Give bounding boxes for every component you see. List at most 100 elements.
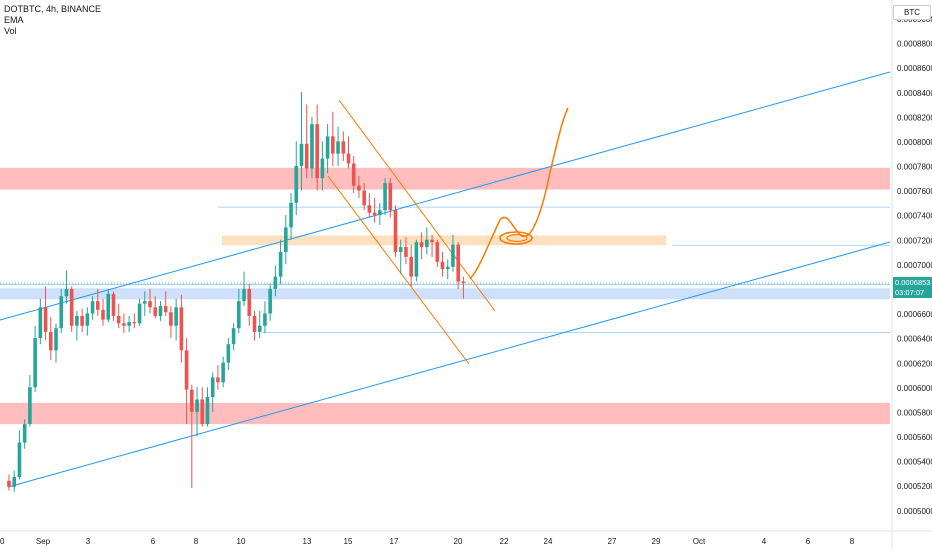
candle-body[interactable] <box>257 325 262 332</box>
candle-body[interactable] <box>242 288 246 302</box>
candle-body[interactable] <box>127 322 131 326</box>
candle-body[interactable] <box>43 307 48 332</box>
candle-body[interactable] <box>273 276 278 289</box>
candle-body[interactable] <box>445 266 450 270</box>
candle-body[interactable] <box>184 350 189 390</box>
candle-body[interactable] <box>310 124 314 169</box>
candle-body[interactable] <box>116 315 121 324</box>
candle-body[interactable] <box>210 377 215 398</box>
candle-body[interactable] <box>294 165 299 203</box>
candle-body[interactable] <box>461 281 466 283</box>
candle-body[interactable] <box>247 288 252 316</box>
candle-body[interactable] <box>59 296 64 329</box>
candle-body[interactable] <box>216 377 220 383</box>
projection-path[interactable] <box>469 107 569 280</box>
candle-body[interactable] <box>289 202 293 228</box>
candle-body[interactable] <box>122 323 126 326</box>
candle-body[interactable] <box>263 313 267 326</box>
falling-channel-upper[interactable] <box>338 99 496 312</box>
indicator-vol[interactable]: Vol <box>4 26 17 36</box>
candle-body[interactable] <box>414 242 419 277</box>
symbol-title[interactable]: DOTBTC, 4h, BINANCE <box>4 4 102 14</box>
candle-body[interactable] <box>148 301 152 308</box>
indicator-ema[interactable]: EMA <box>4 15 24 25</box>
candle-body[interactable] <box>158 306 163 316</box>
candle-body[interactable] <box>268 288 272 314</box>
candle-body[interactable] <box>101 309 105 320</box>
candle-body[interactable] <box>346 153 351 164</box>
candle-body[interactable] <box>252 315 257 332</box>
target-circle[interactable] <box>499 231 533 245</box>
candle-body[interactable] <box>409 256 413 277</box>
candle-body[interactable] <box>33 338 37 388</box>
candle-body[interactable] <box>111 293 116 316</box>
candle-body[interactable] <box>237 301 241 329</box>
candle-body[interactable] <box>142 301 147 304</box>
candle-body[interactable] <box>69 288 74 326</box>
candle-body[interactable] <box>435 242 440 262</box>
candle-body[interactable] <box>48 331 53 351</box>
candle-body[interactable] <box>179 307 184 351</box>
candle-body[interactable] <box>357 185 361 191</box>
candle-body[interactable] <box>163 306 168 313</box>
channel-lower-line[interactable] <box>7 241 891 488</box>
candle-body[interactable] <box>451 244 455 267</box>
candle-body[interactable] <box>205 397 210 425</box>
candle-body[interactable] <box>12 476 17 487</box>
candle-body[interactable] <box>425 239 429 248</box>
candle-body[interactable] <box>419 242 424 248</box>
resistance-zone[interactable] <box>0 167 890 190</box>
candle-body[interactable] <box>456 244 460 282</box>
candle-body[interactable] <box>169 312 173 326</box>
candle-body[interactable] <box>95 301 100 310</box>
candle-body[interactable] <box>393 210 398 252</box>
candle-body[interactable] <box>7 480 11 487</box>
candle-body[interactable] <box>80 315 84 326</box>
candle-body[interactable] <box>331 136 335 154</box>
channel-upper-line[interactable] <box>0 71 891 321</box>
candle-body[interactable] <box>28 387 32 425</box>
candle-body[interactable] <box>362 190 366 206</box>
candle-body[interactable] <box>440 261 445 270</box>
candle-body[interactable] <box>132 322 137 324</box>
candle-body[interactable] <box>90 301 95 314</box>
candle-body[interactable] <box>367 205 372 213</box>
support-zone[interactable] <box>0 402 890 425</box>
falling-channel-lower[interactable] <box>327 175 470 365</box>
candle-body[interactable] <box>341 141 346 154</box>
candle-body[interactable] <box>336 141 340 154</box>
candle-body[interactable] <box>226 344 231 363</box>
candle-body[interactable] <box>372 212 377 216</box>
candle-body[interactable] <box>325 136 330 159</box>
candle-body[interactable] <box>54 328 58 351</box>
candle-body[interactable] <box>383 183 387 211</box>
candle-body[interactable] <box>75 315 79 326</box>
candle-body[interactable] <box>315 124 319 179</box>
candle-body[interactable] <box>278 251 283 277</box>
candle-body[interactable] <box>153 307 158 316</box>
candle-body[interactable] <box>17 442 22 477</box>
orange-zone[interactable] <box>222 235 666 246</box>
candle-body[interactable] <box>398 247 403 252</box>
candle-body[interactable] <box>190 389 194 412</box>
candle-body[interactable] <box>174 307 178 326</box>
candle-body[interactable] <box>304 143 309 169</box>
target-circle-inner[interactable] <box>506 233 528 243</box>
currency-label[interactable]: BTC <box>893 5 931 20</box>
candle-body[interactable] <box>85 313 90 326</box>
candle-body[interactable] <box>64 288 69 297</box>
candle-body[interactable] <box>137 303 142 324</box>
candle-body[interactable] <box>106 293 111 320</box>
candle-body[interactable] <box>404 247 408 257</box>
candle-body[interactable] <box>320 158 325 179</box>
candle-body[interactable] <box>378 210 382 216</box>
candle-body[interactable] <box>430 239 434 243</box>
candle-body[interactable] <box>299 143 304 166</box>
candle-body[interactable] <box>351 163 356 186</box>
candle-body[interactable] <box>38 307 43 339</box>
candle-body[interactable] <box>284 227 288 252</box>
candle-body[interactable] <box>22 424 27 443</box>
blue-zone[interactable] <box>0 288 890 300</box>
